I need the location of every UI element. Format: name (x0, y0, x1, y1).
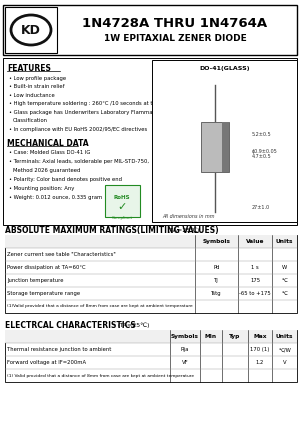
Text: KD: KD (21, 23, 41, 37)
Text: ELECTRCAL CHARACTERISTICS: ELECTRCAL CHARACTERISTICS (5, 320, 136, 329)
Bar (5, 330, 297, 382)
Text: 4.7±0.5: 4.7±0.5 (252, 155, 272, 159)
Text: 170 (1): 170 (1) (250, 347, 270, 352)
Bar (5, 235, 297, 313)
Text: Tstg: Tstg (211, 291, 222, 296)
Text: 1W EPITAXIAL ZENER DIODE: 1W EPITAXIAL ZENER DIODE (103, 34, 246, 43)
Text: (1)Valid provided that a distance of 8mm from case are kept at ambient temperatu: (1)Valid provided that a distance of 8mm… (7, 304, 193, 309)
Text: 1 s: 1 s (251, 265, 259, 270)
Text: • Case: Molded Glass DO-41 IG: • Case: Molded Glass DO-41 IG (9, 150, 90, 155)
Ellipse shape (11, 15, 51, 45)
Text: Min: Min (205, 334, 217, 339)
Text: VF: VF (182, 360, 188, 365)
Text: • Low inductance: • Low inductance (9, 93, 55, 97)
Text: ℃: ℃ (282, 291, 287, 296)
Text: Typ: Typ (229, 334, 241, 339)
Text: • In compliance with EU RoHS 2002/95/EC directives: • In compliance with EU RoHS 2002/95/EC … (9, 127, 147, 131)
Text: (1) Valid provided that a distance of 8mm from case are kept at ambient temperat: (1) Valid provided that a distance of 8m… (7, 374, 194, 377)
Bar (5, 235, 297, 248)
Text: • Built-in strain relief: • Built-in strain relief (9, 84, 64, 89)
Text: -65 to +175: -65 to +175 (239, 291, 271, 296)
Bar (200, 122, 229, 172)
Text: Rja: Rja (181, 347, 189, 352)
Bar (5, 7, 57, 53)
Text: KOZUS: KOZUS (92, 198, 208, 227)
Text: • Polarity: Color band denotes positive end: • Polarity: Color band denotes positive … (9, 176, 122, 181)
Text: Forward voltage at IF=200mA: Forward voltage at IF=200mA (7, 360, 86, 365)
Text: Power dissipation at TA=60°C: Power dissipation at TA=60°C (7, 265, 85, 270)
Text: Pd: Pd (213, 265, 220, 270)
Text: .ru: .ru (200, 202, 231, 221)
Bar (3, 58, 297, 225)
Text: 1.2: 1.2 (256, 360, 264, 365)
Text: (TA=25℃): (TA=25℃) (118, 322, 151, 328)
Text: Classification: Classification (13, 118, 48, 123)
Text: Value: Value (246, 239, 264, 244)
Text: ✓: ✓ (117, 202, 127, 212)
Text: 5.2±0.5: 5.2±0.5 (252, 131, 272, 136)
Text: • High temperature soldering : 260°C /10 seconds at terminals: • High temperature soldering : 260°C /10… (9, 101, 175, 106)
Text: • Mounting position: Any: • Mounting position: Any (9, 185, 74, 190)
Text: Junction temperature: Junction temperature (7, 278, 64, 283)
Bar (3, 5, 297, 55)
Text: 1N4728A THRU 1N4764A: 1N4728A THRU 1N4764A (82, 17, 268, 29)
Text: 175: 175 (250, 278, 260, 283)
Bar (221, 122, 229, 172)
Text: V: V (283, 360, 286, 365)
Text: (TA=25℃): (TA=25℃) (168, 227, 200, 233)
Bar (152, 60, 297, 222)
Text: Symbols: Symbols (202, 239, 230, 244)
Text: • Terminals: Axial leads, solderable per MIL-STD-750,: • Terminals: Axial leads, solderable per… (9, 159, 149, 164)
Text: • Weight: 0.012 ounce, 0.335 gram: • Weight: 0.012 ounce, 0.335 gram (9, 195, 102, 199)
Text: • Low profile package: • Low profile package (9, 76, 66, 80)
Text: Symbols: Symbols (171, 334, 199, 339)
Text: 27±1.0: 27±1.0 (252, 204, 270, 210)
Text: ℃: ℃ (282, 278, 287, 283)
Text: Thermal resistance junction to ambient: Thermal resistance junction to ambient (7, 347, 111, 352)
Text: Units: Units (276, 239, 293, 244)
Text: RoHS: RoHS (114, 195, 130, 199)
Text: • Glass package has Underwriters Laboratory Flammability: • Glass package has Underwriters Laborat… (9, 110, 166, 114)
Text: Method 2026 guaranteed: Method 2026 guaranteed (13, 167, 80, 173)
Text: All dimensions in mm: All dimensions in mm (162, 213, 214, 218)
Text: Zener current see table "Characteristics": Zener current see table "Characteristics… (7, 252, 116, 257)
Bar (5, 330, 297, 343)
Text: ABSOLUTE MAXIMUM RATINGS(LIMITING VALUES): ABSOLUTE MAXIMUM RATINGS(LIMITING VALUES… (5, 226, 219, 235)
Text: Compliant: Compliant (111, 216, 133, 220)
Text: Storage temperature range: Storage temperature range (7, 291, 80, 296)
Text: Tj: Tj (214, 278, 219, 283)
Bar (105, 185, 140, 217)
Text: ϕ0.9±0.05: ϕ0.9±0.05 (252, 150, 278, 155)
Text: W: W (282, 265, 287, 270)
Text: Max: Max (253, 334, 267, 339)
Text: Units: Units (276, 334, 293, 339)
Text: MECHANICAL DATA: MECHANICAL DATA (7, 139, 88, 147)
Text: ℃/W: ℃/W (278, 347, 291, 352)
Text: DO-41(GLASS): DO-41(GLASS) (199, 65, 250, 71)
Text: FEATURES: FEATURES (7, 63, 51, 73)
